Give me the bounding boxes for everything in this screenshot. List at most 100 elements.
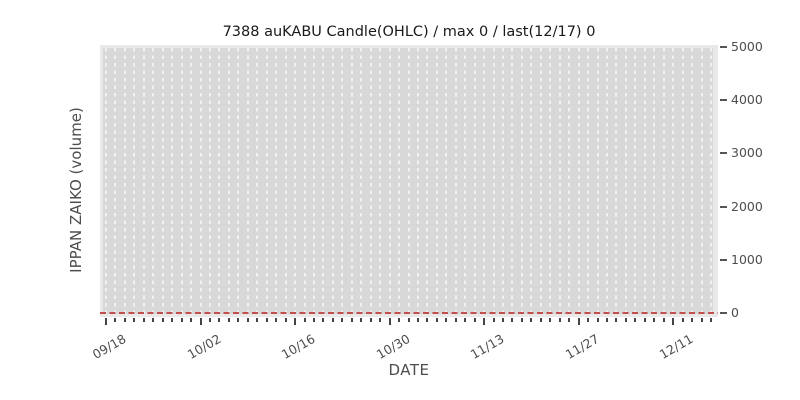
y-tick-label: 3000 bbox=[731, 145, 763, 161]
x-minor-tick-mark bbox=[180, 318, 183, 322]
day-gridline bbox=[218, 48, 221, 314]
y-tick-mark bbox=[720, 152, 727, 155]
day-gridline bbox=[511, 48, 514, 314]
day-gridline bbox=[445, 48, 448, 314]
x-minor-tick-mark bbox=[473, 318, 476, 322]
y-tick-mark bbox=[720, 46, 727, 48]
day-gridline bbox=[360, 48, 363, 314]
x-minor-tick-mark bbox=[218, 318, 221, 322]
day-gridline bbox=[596, 48, 599, 314]
day-gridline bbox=[530, 48, 533, 314]
x-major-tick-mark bbox=[672, 318, 675, 325]
day-gridline bbox=[133, 48, 136, 314]
day-gridline bbox=[587, 48, 590, 314]
day-gridline bbox=[171, 48, 174, 314]
x-minor-tick-mark bbox=[350, 318, 353, 322]
day-gridline bbox=[246, 48, 249, 314]
day-gridline bbox=[123, 48, 126, 314]
x-minor-tick-mark bbox=[331, 318, 334, 322]
x-minor-tick-mark bbox=[152, 318, 155, 322]
x-minor-tick-mark bbox=[615, 318, 618, 322]
day-gridline bbox=[672, 48, 675, 314]
x-minor-tick-mark bbox=[123, 318, 126, 322]
day-gridline bbox=[407, 48, 410, 314]
day-gridline bbox=[662, 48, 665, 314]
x-minor-tick-mark bbox=[246, 318, 249, 322]
x-minor-tick-mark bbox=[445, 318, 448, 322]
day-gridline bbox=[180, 48, 183, 314]
day-gridline bbox=[568, 48, 571, 314]
x-minor-tick-mark bbox=[208, 318, 211, 322]
y-tick-label: 4000 bbox=[731, 92, 763, 108]
x-minor-tick-mark bbox=[691, 318, 694, 322]
x-minor-tick-mark bbox=[464, 318, 467, 322]
x-minor-tick-mark bbox=[520, 318, 523, 322]
day-gridline bbox=[700, 48, 703, 314]
day-gridline bbox=[190, 48, 193, 314]
x-minor-tick-mark bbox=[492, 318, 495, 322]
day-gridline bbox=[152, 48, 155, 314]
day-gridline bbox=[388, 48, 391, 314]
day-gridline bbox=[634, 48, 637, 314]
day-gridline bbox=[549, 48, 552, 314]
day-gridline bbox=[643, 48, 646, 314]
day-gridline bbox=[483, 48, 486, 314]
day-gridline bbox=[322, 48, 325, 314]
x-minor-tick-mark bbox=[435, 318, 438, 322]
day-gridline bbox=[398, 48, 401, 314]
x-minor-tick-mark bbox=[596, 318, 599, 322]
day-gridline bbox=[105, 48, 107, 314]
day-gridline bbox=[199, 48, 202, 314]
x-minor-tick-mark bbox=[284, 318, 287, 322]
x-major-tick-mark bbox=[294, 318, 297, 325]
x-minor-tick-mark bbox=[416, 318, 419, 322]
x-minor-tick-mark bbox=[606, 318, 609, 322]
x-minor-tick-mark bbox=[133, 318, 136, 322]
x-minor-tick-mark bbox=[161, 318, 164, 322]
x-axis-title: DATE bbox=[388, 361, 430, 379]
x-minor-tick-mark bbox=[237, 318, 240, 322]
day-gridline bbox=[114, 48, 117, 314]
x-minor-tick-mark bbox=[190, 318, 193, 322]
x-minor-tick-mark bbox=[275, 318, 278, 322]
x-minor-tick-mark bbox=[634, 318, 637, 322]
day-gridline bbox=[606, 48, 609, 314]
x-minor-tick-mark bbox=[653, 318, 656, 322]
day-gridline bbox=[379, 48, 382, 314]
day-gridline bbox=[691, 48, 694, 314]
y-tick-mark bbox=[720, 258, 727, 261]
volume-zero-line bbox=[100, 312, 718, 314]
day-gridline bbox=[710, 48, 712, 314]
x-major-tick-mark bbox=[388, 318, 391, 325]
x-major-tick-mark bbox=[199, 318, 202, 325]
day-gridline bbox=[681, 48, 684, 314]
y-tick-label: 2000 bbox=[731, 198, 763, 214]
x-minor-tick-mark bbox=[530, 318, 533, 322]
x-minor-tick-mark bbox=[369, 318, 372, 322]
x-minor-tick-mark bbox=[171, 318, 174, 322]
day-gridline bbox=[161, 48, 164, 314]
x-minor-tick-mark bbox=[142, 318, 145, 322]
x-minor-tick-mark bbox=[322, 318, 325, 322]
x-minor-tick-mark bbox=[568, 318, 571, 322]
x-minor-tick-mark bbox=[700, 318, 703, 322]
x-minor-tick-mark bbox=[454, 318, 457, 322]
x-major-tick-mark bbox=[577, 318, 580, 325]
day-gridline bbox=[464, 48, 467, 314]
x-minor-tick-mark bbox=[502, 318, 505, 322]
x-minor-tick-mark bbox=[265, 318, 268, 322]
x-minor-tick-mark bbox=[227, 318, 230, 322]
y-tick-label: 1000 bbox=[731, 251, 763, 267]
x-minor-tick-mark bbox=[114, 318, 117, 322]
day-gridline bbox=[520, 48, 523, 314]
x-minor-tick-mark bbox=[587, 318, 590, 322]
x-minor-tick-mark bbox=[681, 318, 684, 322]
x-minor-tick-mark bbox=[360, 318, 363, 322]
x-minor-tick-mark bbox=[312, 318, 315, 322]
day-gridline bbox=[653, 48, 656, 314]
y-axis-title: IPPAN ZAIKO (volume) bbox=[67, 107, 85, 273]
x-minor-tick-mark bbox=[710, 318, 712, 322]
day-gridline bbox=[303, 48, 306, 314]
x-minor-tick-mark bbox=[549, 318, 552, 322]
